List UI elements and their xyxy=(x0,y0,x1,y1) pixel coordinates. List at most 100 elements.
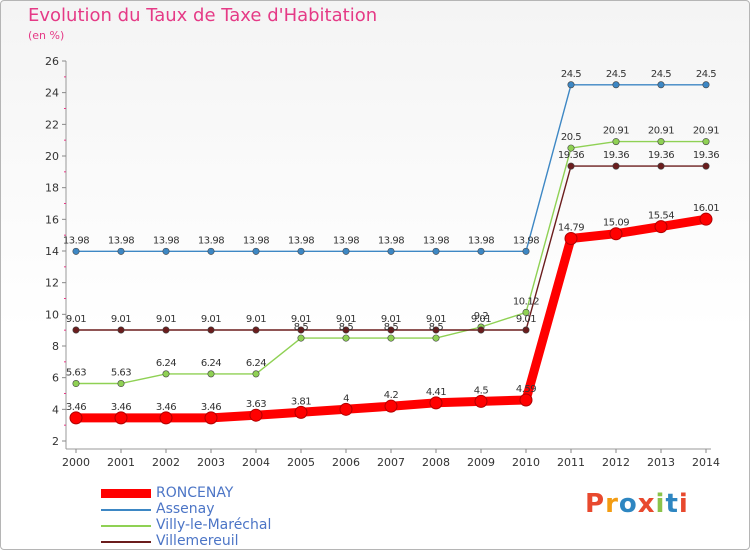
data-point xyxy=(162,326,170,334)
data-point xyxy=(384,399,398,413)
data-label: 13.98 xyxy=(198,235,224,246)
data-point xyxy=(342,326,350,334)
legend-swatch xyxy=(101,541,151,543)
x-tick-label: 2008 xyxy=(422,456,450,469)
data-point xyxy=(387,247,395,255)
data-point xyxy=(702,138,710,146)
data-point xyxy=(477,247,485,255)
y-tick-label: 12 xyxy=(45,277,59,290)
data-label: 3.46 xyxy=(201,402,221,413)
data-label: 13.98 xyxy=(243,235,269,246)
data-point xyxy=(297,334,305,342)
data-label: 9.2 xyxy=(474,311,489,322)
data-label: 15.54 xyxy=(648,211,674,222)
data-label: 13.98 xyxy=(513,235,539,246)
x-tick-label: 2001 xyxy=(107,456,135,469)
chart-title: Evolution du Taux de Taxe d'Habitation xyxy=(28,5,378,26)
logo-letter: P xyxy=(585,489,606,519)
y-tick-label: 18 xyxy=(45,182,59,195)
y-tick-label: 14 xyxy=(45,245,59,258)
data-point xyxy=(567,81,575,89)
logo-letter: i xyxy=(655,489,666,519)
y-tick-label: 8 xyxy=(52,340,59,353)
data-point xyxy=(567,162,575,170)
legend-label: Assenay xyxy=(156,501,215,517)
x-tick-label: 2014 xyxy=(692,456,720,469)
data-point xyxy=(429,396,443,410)
data-point xyxy=(249,408,263,422)
data-point xyxy=(654,220,668,234)
y-tick-label: 16 xyxy=(45,213,59,226)
data-label: 3.81 xyxy=(291,396,311,407)
data-point xyxy=(207,247,215,255)
data-point xyxy=(564,231,578,245)
data-label: 13.98 xyxy=(468,235,494,246)
legend-swatch xyxy=(101,489,151,498)
data-point xyxy=(117,380,125,388)
data-point xyxy=(567,144,575,152)
data-point xyxy=(702,162,710,170)
data-label: 9.01 xyxy=(381,314,401,325)
data-point xyxy=(612,81,620,89)
legend-swatch xyxy=(101,509,151,511)
data-label: 24.5 xyxy=(606,69,626,80)
data-label: 24.5 xyxy=(651,69,671,80)
data-label: 9.01 xyxy=(471,314,491,325)
data-label: 20.91 xyxy=(603,126,629,137)
data-point xyxy=(69,411,83,425)
data-point xyxy=(207,370,215,378)
data-label: 8.5 xyxy=(429,322,444,333)
data-label: 9.01 xyxy=(336,314,356,325)
data-point xyxy=(204,411,218,425)
data-point xyxy=(612,162,620,170)
data-label: 3.46 xyxy=(111,402,131,413)
legend-label: Villy-le-Maréchal xyxy=(156,517,272,533)
data-point xyxy=(297,326,305,334)
data-point xyxy=(72,380,80,388)
x-tick-label: 2010 xyxy=(512,456,540,469)
data-label: 24.5 xyxy=(696,69,716,80)
logo-letter: o xyxy=(618,489,638,519)
data-label: 6.24 xyxy=(201,358,221,369)
data-label: 8.5 xyxy=(339,322,354,333)
data-point xyxy=(297,247,305,255)
data-point xyxy=(657,81,665,89)
y-tick-label: 6 xyxy=(52,372,59,385)
data-label: 4.2 xyxy=(384,390,399,401)
logo-letter: t xyxy=(665,489,679,519)
data-point xyxy=(252,370,260,378)
data-label: 4 xyxy=(343,393,349,404)
data-point xyxy=(432,334,440,342)
data-label: 6.24 xyxy=(156,358,176,369)
data-label: 3.46 xyxy=(156,402,176,413)
data-point xyxy=(519,393,533,407)
y-tick-label: 2 xyxy=(52,435,59,448)
data-label: 4.5 xyxy=(474,385,489,396)
data-label: 10.12 xyxy=(513,296,539,307)
proxiti-logo: Proxiti xyxy=(585,489,689,519)
y-tick-label: 26 xyxy=(45,55,59,68)
data-label: 8.5 xyxy=(384,322,399,333)
data-label: 6.24 xyxy=(246,358,266,369)
data-label: 9.01 xyxy=(246,314,266,325)
x-tick-label: 2003 xyxy=(197,456,225,469)
data-label: 19.36 xyxy=(693,150,719,161)
data-label: 13.98 xyxy=(108,235,134,246)
data-label: 3.46 xyxy=(66,402,86,413)
x-tick-label: 2007 xyxy=(377,456,405,469)
y-tick-label: 20 xyxy=(45,150,59,163)
data-point xyxy=(162,247,170,255)
data-point xyxy=(609,227,623,241)
data-label: 9.01 xyxy=(111,314,131,325)
data-point xyxy=(207,326,215,334)
data-label: 4.59 xyxy=(516,384,536,395)
data-label: 5.63 xyxy=(111,368,131,379)
logo-letter: x xyxy=(637,489,656,519)
data-point xyxy=(117,326,125,334)
data-label: 20.91 xyxy=(648,126,674,137)
logo-letter: r xyxy=(605,489,619,519)
series-line xyxy=(75,140,707,385)
data-label: 13.98 xyxy=(63,235,89,246)
